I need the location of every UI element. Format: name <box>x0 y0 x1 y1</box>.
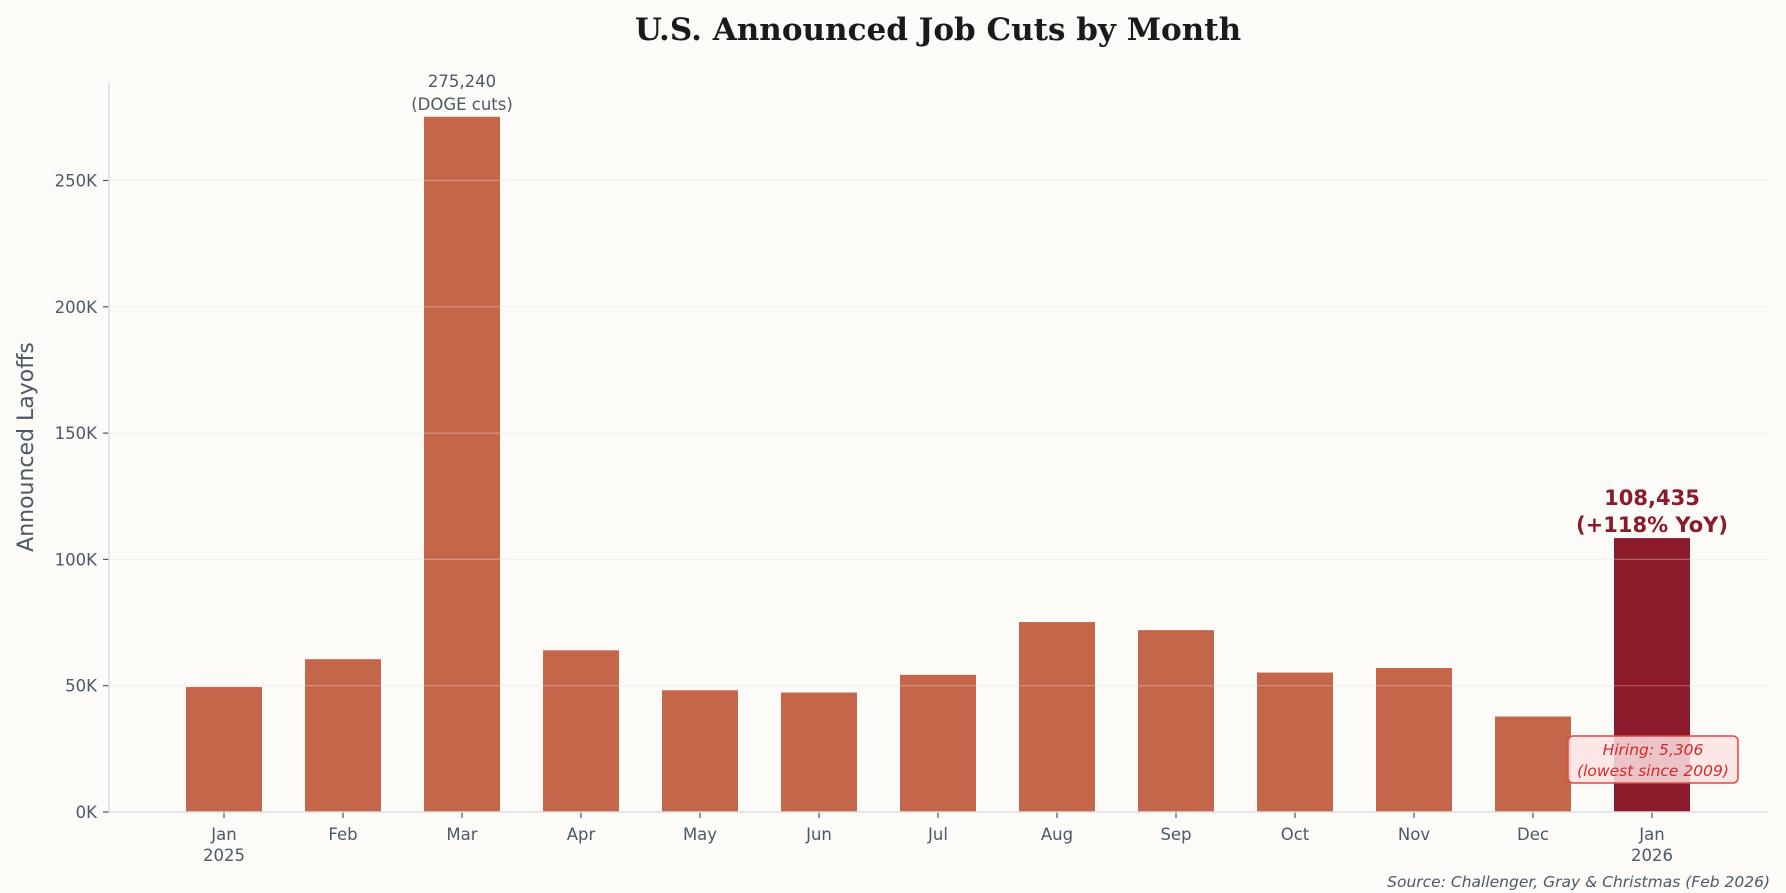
y-tick-label: 100K <box>55 550 98 569</box>
y-tick-label: 150K <box>55 424 98 443</box>
bar-2 <box>424 116 500 813</box>
x-tick-label: Aug <box>1041 825 1073 844</box>
y-tick-label: 50K <box>65 677 98 696</box>
x-tick-label: Sep <box>1160 825 1191 844</box>
x-tick-label: Jan <box>1638 825 1664 844</box>
y-tick-label: 200K <box>55 298 98 317</box>
latest-annotation-yoy: (+118% YoY) <box>1576 513 1728 537</box>
y-axis-label: Announced Layoffs <box>14 342 39 552</box>
peak-annotation-value: 275,240 <box>428 72 496 91</box>
hiring-annotation-box <box>1567 735 1739 784</box>
bar-11 <box>1495 716 1571 812</box>
bar-4 <box>662 690 738 812</box>
source-note: Source: Challenger, Gray & Christmas (Fe… <box>1387 873 1770 891</box>
bar-0 <box>186 686 262 812</box>
x-tick-label: 2026 <box>1631 846 1673 865</box>
latest-annotation-value: 108,435 <box>1604 486 1700 510</box>
x-tick-label: Jun <box>805 825 832 844</box>
bar-7 <box>1019 622 1095 812</box>
x-tick-label: Dec <box>1517 825 1549 844</box>
y-tick-label: 250K <box>55 172 98 191</box>
x-tick-label: Jan <box>210 825 236 844</box>
bar-3 <box>543 650 619 812</box>
hiring-annotation-note: (lowest since 2009) <box>1577 762 1729 780</box>
x-tick-label: Apr <box>567 825 596 844</box>
bar-8 <box>1138 630 1214 812</box>
bar-6 <box>900 674 976 812</box>
bar-10 <box>1376 668 1452 812</box>
x-tick-label: Nov <box>1398 825 1430 844</box>
x-tick-label: Feb <box>328 825 357 844</box>
bar-9 <box>1257 672 1333 812</box>
bar-1 <box>305 659 381 812</box>
chart-title: U.S. Announced Job Cuts by Month <box>635 12 1241 48</box>
x-tick-label: Jul <box>927 825 948 844</box>
x-tick-label: Oct <box>1281 825 1310 844</box>
y-tick-label: 0K <box>76 803 98 822</box>
bar-5 <box>781 692 857 812</box>
x-tick-label: May <box>683 825 717 844</box>
hiring-annotation-value: Hiring: 5,306 <box>1603 741 1704 759</box>
x-tick-label: 2025 <box>203 846 245 865</box>
x-tick-label: Mar <box>446 825 477 844</box>
peak-annotation-note: (DOGE cuts) <box>411 95 513 114</box>
